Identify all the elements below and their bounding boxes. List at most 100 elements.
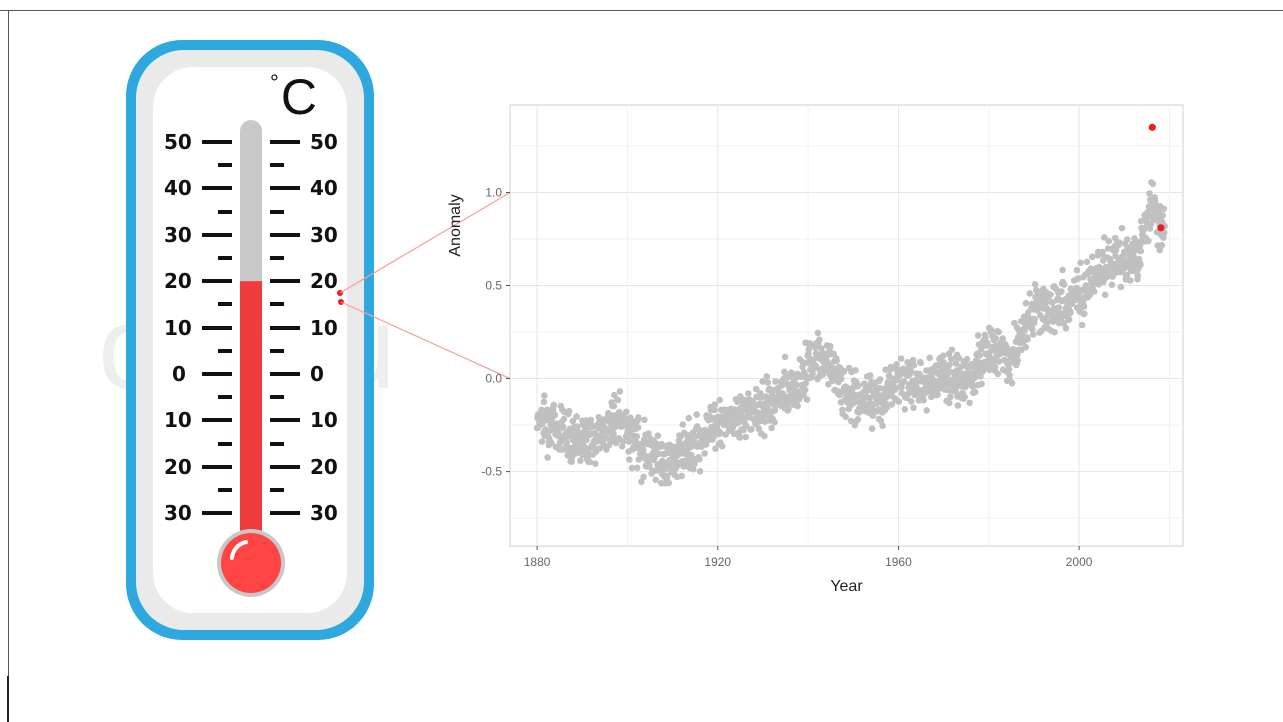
- degree-symbol: °: [270, 70, 279, 95]
- data-point: [1099, 248, 1106, 256]
- data-point: [645, 430, 652, 437]
- data-point: [625, 438, 633, 445]
- data-point: [655, 450, 662, 458]
- data-point: [722, 431, 729, 438]
- data-point: [764, 379, 772, 386]
- data-point: [569, 417, 577, 425]
- data-point: [563, 439, 571, 446]
- data-point: [559, 423, 567, 431]
- data-point: [1145, 237, 1152, 245]
- scale-minor-tick: [218, 209, 232, 214]
- data-point: [1095, 281, 1102, 288]
- scale-major-tick: [202, 464, 232, 469]
- data-point: [836, 391, 843, 399]
- data-point: [1014, 357, 1022, 364]
- data-point: [768, 424, 775, 432]
- data-point: [854, 416, 862, 423]
- data-point: [745, 390, 752, 397]
- data-point: [1124, 236, 1131, 243]
- scale-label-right: 50: [310, 130, 338, 154]
- data-point: [635, 414, 642, 421]
- data-point: [752, 385, 760, 393]
- scale-minor-tick: [218, 395, 232, 400]
- scale-label-left: 20: [164, 269, 192, 294]
- data-point: [1160, 234, 1167, 241]
- data-point: [914, 385, 921, 393]
- data-point: [610, 402, 618, 410]
- data-point: [1089, 253, 1096, 261]
- data-point: [628, 464, 636, 472]
- data-point: [719, 442, 726, 450]
- scale-label-right: 0: [310, 362, 324, 386]
- data-point: [646, 463, 653, 471]
- data-point: [640, 473, 647, 481]
- data-point: [995, 328, 1002, 336]
- data-point: [611, 391, 618, 399]
- data-point: [1024, 336, 1031, 343]
- data-point: [1104, 245, 1112, 252]
- data-point: [816, 336, 823, 344]
- data-point: [568, 458, 575, 466]
- scale-minor-tick: [270, 302, 284, 307]
- data-point: [971, 388, 979, 396]
- data-point: [583, 436, 590, 444]
- data-point: [546, 427, 554, 435]
- plot-area: [509, 104, 1184, 547]
- data-point: [716, 429, 724, 436]
- data-point: [1060, 281, 1068, 288]
- data-point: [1108, 281, 1116, 289]
- x-axis-label: Year: [830, 578, 863, 595]
- scale-major-tick: [270, 418, 300, 423]
- data-point: [610, 430, 617, 438]
- data-point: [696, 468, 704, 475]
- scale-major-tick: [270, 279, 300, 284]
- scale-major-tick: [202, 186, 232, 191]
- scale-minor-tick: [218, 348, 232, 353]
- data-point: [917, 359, 924, 367]
- data-point: [794, 402, 801, 410]
- scale-minor-tick: [270, 209, 284, 214]
- data-point: [748, 426, 755, 433]
- data-point: [793, 381, 801, 389]
- data-point: [978, 345, 985, 353]
- mercury-column: [240, 281, 262, 560]
- data-point: [842, 413, 849, 421]
- data-point: [1058, 288, 1065, 295]
- data-point: [1117, 283, 1125, 291]
- data-point: [877, 417, 885, 425]
- data-point: [1134, 272, 1142, 280]
- scale-label-left: 40: [164, 176, 192, 201]
- data-point: [1105, 237, 1113, 245]
- data-point: [801, 386, 809, 394]
- data-point: [1115, 239, 1123, 246]
- data-point: [986, 366, 993, 374]
- data-point: [888, 401, 896, 408]
- highlight-point: [1157, 224, 1165, 232]
- data-point: [866, 372, 874, 379]
- data-point: [742, 433, 749, 441]
- data-point: [1047, 291, 1054, 298]
- data-point: [995, 358, 1003, 365]
- scale-label-right: 10: [310, 315, 338, 340]
- scale-label-right: 40: [310, 176, 338, 201]
- data-point: [1081, 310, 1088, 318]
- data-point: [665, 479, 673, 487]
- data-point: [1083, 258, 1091, 266]
- data-point: [984, 339, 991, 347]
- data-point: [538, 438, 546, 446]
- data-point: [1044, 318, 1051, 326]
- scale-label-left: 10: [164, 408, 192, 433]
- data-point: [641, 416, 648, 424]
- scale-minor-tick: [270, 488, 284, 492]
- data-point: [893, 361, 900, 368]
- data-point: [573, 413, 580, 420]
- data-point: [934, 391, 941, 399]
- data-point: [833, 357, 840, 365]
- data-point: [961, 393, 968, 401]
- data-point: [550, 401, 557, 409]
- data-point: [690, 465, 697, 473]
- data-point: [1026, 290, 1034, 297]
- data-point: [982, 334, 989, 341]
- data-point: [587, 416, 595, 424]
- data-point: [1076, 292, 1083, 300]
